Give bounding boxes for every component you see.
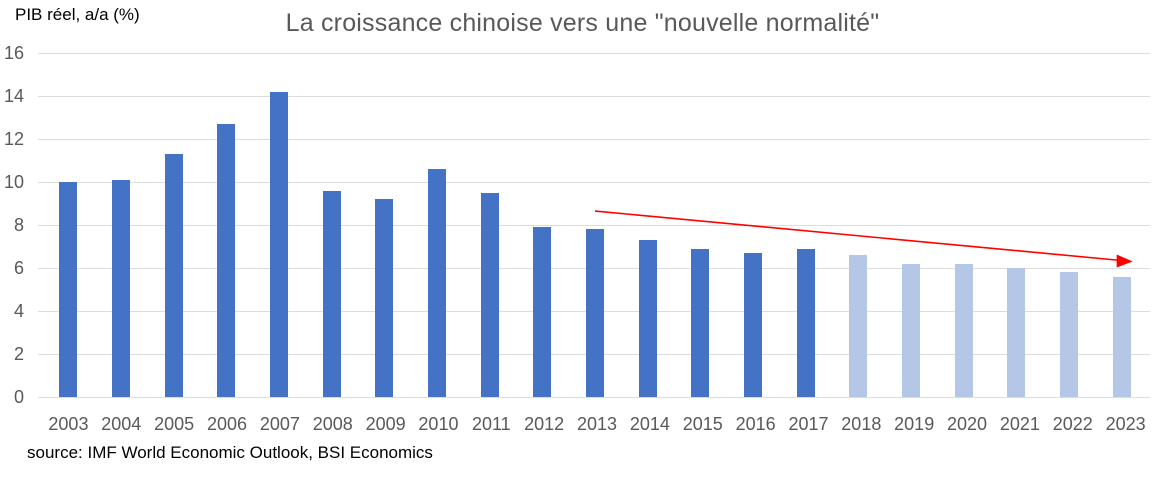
bar-2012 xyxy=(533,227,552,397)
x-tick-label-2018: 2018 xyxy=(841,414,882,434)
gridline-0 xyxy=(38,396,1150,398)
bar-2020 xyxy=(954,263,973,397)
bar-2006 xyxy=(217,123,236,397)
bar-2019 xyxy=(902,263,921,397)
bar-slot-2010 xyxy=(411,53,464,397)
x-axis-ticks: 2003 2004 2005 2006 2007 2008 2009 2010 2011 2012… xyxy=(42,414,1152,435)
bar-slot-2012 xyxy=(516,53,569,397)
bar-2015 xyxy=(691,248,710,397)
bar-slot-2003 xyxy=(42,53,95,397)
bar-slot-2004 xyxy=(95,53,148,397)
bar-slot-2014 xyxy=(621,53,674,397)
x-tick-label-2003: 2003 xyxy=(48,414,89,434)
x-tick-label-2007: 2007 xyxy=(259,414,300,434)
x-tick-label-2004: 2004 xyxy=(101,414,142,434)
gridline-16 xyxy=(38,52,1150,54)
bar-2011 xyxy=(480,192,499,397)
x-tick-label-2022: 2022 xyxy=(1052,414,1093,434)
bar-slot-2006 xyxy=(200,53,253,397)
x-tick-label-2006: 2006 xyxy=(206,414,248,434)
bar-slot-2008 xyxy=(305,53,358,397)
bar-2021 xyxy=(1007,268,1026,397)
bar-slot-2015 xyxy=(674,53,727,397)
bar-2010 xyxy=(428,169,447,397)
y-axis-ticks: 0 2 4 6 8 10 12 14 16 xyxy=(0,43,24,407)
y-tick-label-2: 2 xyxy=(13,344,24,364)
bar-2016 xyxy=(744,252,763,397)
x-tick-label-2012: 2012 xyxy=(524,414,565,434)
bar-2022 xyxy=(1060,272,1079,397)
x-tick-label-2021: 2021 xyxy=(999,414,1040,434)
bar-slot-2023 xyxy=(1095,53,1148,397)
y-tick-label-16: 16 xyxy=(3,43,24,63)
x-tick-label-2005: 2005 xyxy=(154,414,195,434)
bar-slot-2022 xyxy=(1043,53,1096,397)
x-tick-label-2014: 2014 xyxy=(629,414,670,434)
x-tick-label-2023: 2023 xyxy=(1105,414,1146,434)
bar-2008 xyxy=(322,190,341,397)
bar-slot-2021 xyxy=(990,53,1043,397)
bar-2003 xyxy=(59,182,78,397)
y-tick-label-12: 12 xyxy=(3,129,24,149)
chart-title: La croissance chinoise vers une "nouvell… xyxy=(285,9,880,37)
x-tick-label-2016: 2016 xyxy=(735,414,776,434)
x-tick-label-2013: 2013 xyxy=(577,414,618,434)
bar-slot-2018 xyxy=(832,53,885,397)
x-tick-label-2020: 2020 xyxy=(947,414,988,434)
bar-2018 xyxy=(849,255,868,397)
bar-2007 xyxy=(270,91,289,397)
x-tick-label-2011: 2011 xyxy=(471,414,511,434)
bar-2013 xyxy=(586,229,605,397)
bar-slot-2016 xyxy=(727,53,780,397)
plot-area xyxy=(38,52,1150,398)
x-tick-label-2017: 2017 xyxy=(788,414,829,434)
y-tick-label-14: 14 xyxy=(3,86,24,106)
bar-2017 xyxy=(796,248,815,397)
x-tick-label-2010: 2010 xyxy=(418,414,459,434)
bar-2009 xyxy=(375,199,394,397)
x-tick-label-2015: 2015 xyxy=(682,414,723,434)
bar-slot-2005 xyxy=(147,53,200,397)
bar-slot-2007 xyxy=(253,53,306,397)
bar-2023 xyxy=(1112,276,1131,397)
source-note: source: IMF World Economic Outlook, BSI … xyxy=(27,443,433,462)
gridline-12 xyxy=(38,138,1150,140)
x-tick-label-2019: 2019 xyxy=(894,414,935,434)
bar-slot-2011 xyxy=(463,53,516,397)
bar-slot-2009 xyxy=(358,53,411,397)
bar-2005 xyxy=(164,154,183,397)
x-tick-label-2009: 2009 xyxy=(365,414,406,434)
y-tick-label-4: 4 xyxy=(13,301,24,321)
bars-layer xyxy=(42,53,1148,397)
y-tick-label-10: 10 xyxy=(3,172,24,192)
gridline-14 xyxy=(38,95,1150,97)
bar-2004 xyxy=(112,179,130,397)
gridline-10 xyxy=(38,181,1150,183)
y-tick-label-0: 0 xyxy=(13,387,24,407)
y-axis-title: PIB réel, a/a (%) xyxy=(15,5,140,24)
x-tick-label-2008: 2008 xyxy=(312,414,353,434)
y-tick-label-6: 6 xyxy=(13,258,24,278)
bar-slot-2020 xyxy=(937,53,990,397)
bar-slot-2017 xyxy=(779,53,832,397)
gridline-8 xyxy=(38,224,1150,226)
bar-2014 xyxy=(638,240,657,397)
y-tick-label-8: 8 xyxy=(13,215,24,235)
bar-slot-2019 xyxy=(885,53,938,397)
bar-slot-2013 xyxy=(569,53,622,397)
